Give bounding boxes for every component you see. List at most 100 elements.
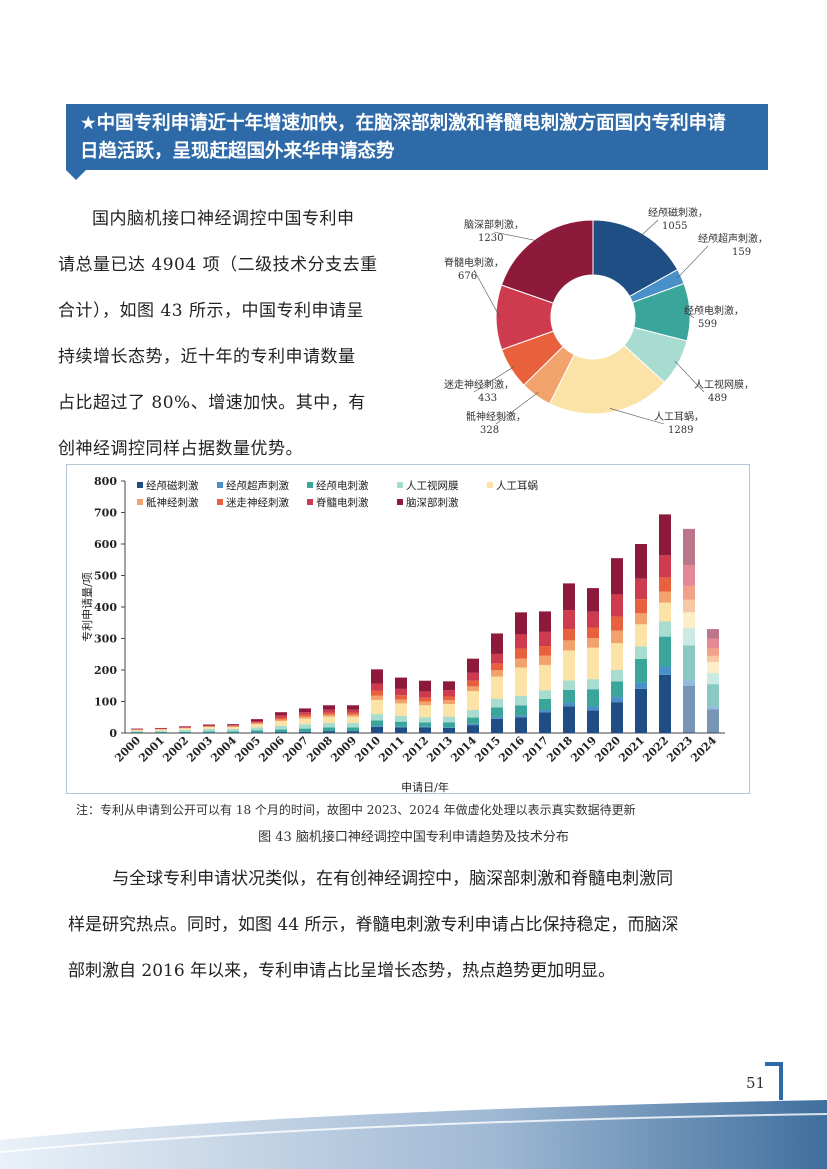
x-tick-label: 2008 — [304, 734, 335, 765]
x-tick-label: 2001 — [136, 734, 167, 765]
bar-segment — [467, 691, 479, 711]
bar-segment — [323, 722, 335, 728]
bar-segment — [155, 729, 167, 731]
bar-segment — [611, 616, 623, 631]
bar-segment — [707, 629, 719, 639]
bar-segment — [299, 714, 311, 717]
bar-segment — [515, 658, 527, 668]
para-line: 与全球专利申请状况类似，在有创神经调控中，脑深部刺激和脊髓电刺激同 — [112, 869, 674, 889]
bar-segment — [491, 676, 503, 699]
donut-value: 676 — [458, 271, 477, 282]
intro-line: 合计），如图 43 所示，中国专利申请呈 — [58, 301, 364, 321]
bar-segment — [563, 629, 575, 641]
bar-segment — [491, 663, 503, 671]
bar-segment — [275, 721, 287, 726]
donut-value: 489 — [708, 393, 727, 404]
body-paragraph: 与全球专利申请状况类似，在有创神经调控中，脑深部刺激和脊髓电刺激同 样是研究热点… — [68, 856, 758, 994]
donut-leader-line — [495, 391, 539, 425]
x-tick-label: 2005 — [232, 734, 263, 765]
bar-segment — [659, 674, 671, 733]
x-tick-label: 2017 — [520, 734, 551, 765]
page-number: 51 — [746, 1074, 766, 1092]
legend-swatch — [307, 482, 313, 488]
intro-line: 占比超过了 80%、增速加快。其中，有 — [58, 393, 366, 413]
bar-segment — [395, 726, 407, 728]
y-tick-label: 0 — [109, 727, 117, 740]
legend-label: 经颅磁刺激 — [146, 479, 199, 492]
legend-swatch — [137, 499, 143, 505]
bar-segment — [707, 706, 719, 710]
bar-segment — [443, 700, 455, 705]
donut-leader-line — [685, 311, 695, 319]
intro-line: 创神经调控同样占据数量优势。 — [58, 439, 303, 459]
legend-swatch — [217, 499, 223, 505]
bar-segment — [659, 514, 671, 556]
bar-segment — [611, 630, 623, 644]
bar-segment — [707, 638, 719, 648]
bar-segment — [179, 726, 191, 728]
bar-segment — [155, 732, 167, 733]
bar-segment — [443, 704, 455, 717]
bar-segment — [251, 723, 263, 725]
legend-label: 脊髓电刺激 — [316, 496, 369, 509]
bar-segment — [587, 627, 599, 639]
bar-segment — [299, 724, 311, 729]
donut-label: 人工视网膜， — [694, 378, 754, 391]
bar-segment — [299, 712, 311, 715]
bar-segment — [203, 731, 215, 733]
bar-segment — [371, 695, 383, 700]
x-tick-label: 2007 — [280, 734, 311, 765]
bar-segment — [347, 722, 359, 728]
legend-swatch — [487, 482, 493, 488]
bar-segment — [467, 710, 479, 718]
x-tick-label: 2011 — [376, 734, 407, 765]
bar-segment — [587, 588, 599, 612]
bar-segment — [323, 716, 335, 723]
bar-segment — [587, 611, 599, 628]
bar-segment — [659, 636, 671, 667]
bar-segment — [227, 724, 239, 726]
bar-segment — [179, 727, 191, 728]
bar-segment — [227, 725, 239, 726]
bar-segment — [683, 585, 695, 600]
bar-segment — [251, 732, 263, 733]
page-corner-mark — [765, 1062, 783, 1100]
bar-segment — [611, 670, 623, 682]
bar-segment — [563, 702, 575, 707]
donut-label: 脑深部刺激， — [464, 218, 524, 231]
bar-segment — [323, 727, 335, 732]
donut-label: 迷走神经刺激， — [444, 378, 514, 391]
bar-segment — [587, 638, 599, 648]
x-tick-label: 2009 — [328, 734, 359, 765]
bar-segment — [419, 726, 431, 728]
donut-label: 经颅超声刺激， — [698, 232, 768, 245]
bar-segment — [563, 706, 575, 733]
bar-segment — [251, 721, 263, 723]
x-tick-label: 2010 — [352, 734, 383, 765]
bar-segment — [635, 658, 647, 683]
bar-segment — [707, 655, 719, 663]
bar-segment — [491, 698, 503, 708]
bar-segment — [227, 728, 239, 732]
bar-segment — [347, 712, 359, 715]
bar-segment — [347, 709, 359, 713]
bar-segment — [395, 688, 407, 696]
bar-segment — [251, 724, 263, 728]
bar-segment — [251, 730, 263, 733]
donut-leader-line — [609, 408, 665, 425]
bar-segment — [611, 681, 623, 698]
bar-segment — [419, 705, 431, 718]
para-line: 部刺激自 2016 年以来，专利申请占比呈增长态势，热点趋势更加明显。 — [68, 961, 616, 981]
bar-segment — [683, 599, 695, 613]
bar-segment — [683, 528, 695, 566]
bar-segment — [395, 727, 407, 733]
bar-segment — [371, 720, 383, 727]
bar-segment — [299, 716, 311, 719]
bar-segment — [323, 731, 335, 733]
bar-segment — [323, 712, 335, 715]
bar-segment — [419, 680, 431, 692]
bar-segment — [539, 712, 551, 733]
bar-segment — [155, 730, 167, 733]
x-tick-label: 2002 — [160, 734, 191, 765]
bar-segment — [371, 683, 383, 691]
